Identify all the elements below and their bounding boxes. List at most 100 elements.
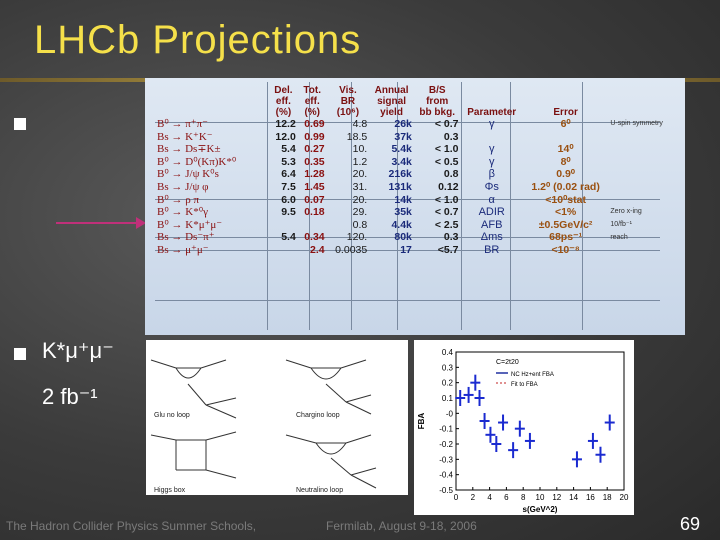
cell-vis: 18.5 bbox=[346, 130, 368, 143]
cell-bs: < 2.5 bbox=[434, 218, 459, 231]
table-header: Del. eff. (%) bbox=[274, 85, 293, 118]
cell-bs: < 1.0 bbox=[434, 143, 459, 156]
cell-err: 1.2⁰ (0.02 rad) bbox=[531, 180, 600, 193]
cell-par: β bbox=[488, 168, 495, 181]
cell-bs: < 0.7 bbox=[434, 206, 459, 219]
cell-vis: 29. bbox=[352, 206, 368, 219]
table-header: B/S from bb bkg. bbox=[419, 85, 455, 118]
y-tick-label: -0.4 bbox=[439, 471, 453, 480]
cell-proc: B⁰ → K*⁰γ bbox=[157, 206, 208, 219]
table-row: Bs → K⁺K⁻ 12.0 0.99 18.5 37k 0.3 bbox=[155, 131, 675, 144]
cell-del: 5.4 bbox=[281, 143, 296, 156]
cell-par: ADIR bbox=[478, 206, 505, 219]
cell-par: AFB bbox=[481, 218, 503, 231]
y-tick-label: 0.3 bbox=[442, 363, 454, 372]
legend-entry: NC Hz+ent FBA bbox=[511, 372, 554, 378]
table-row: Bs → Ds⁻π⁺ 5.4 0.34 120. 80k 0.3 Δms 68ps⁻¹ reac… bbox=[155, 231, 675, 244]
x-tick-label: 12 bbox=[552, 493, 561, 502]
cell-bs: < 1.0 bbox=[434, 193, 459, 206]
table-row: Bs → J/ψ φ 7.5 1.45 31. 131k 0.12 Φs 1.2⁰ (0.02… bbox=[155, 181, 675, 194]
x-tick-label: 6 bbox=[504, 493, 509, 502]
cell-bs: 0.3 bbox=[443, 231, 459, 244]
x-tick-label: 18 bbox=[603, 493, 612, 502]
cell-err: 14⁰ bbox=[557, 143, 574, 156]
x-axis-label: s(GeV^2) bbox=[523, 505, 558, 514]
projection-table: Del. eff. (%) Tot. eff. (%) Vis. BR (10⁶) A… bbox=[145, 78, 685, 335]
cell-ann: 5.4k bbox=[391, 143, 412, 156]
cell-del: 6.0 bbox=[281, 193, 296, 206]
cell-note bbox=[608, 244, 675, 257]
cell-proc: B⁰ → D⁰(Kπ)K*⁰ bbox=[157, 155, 237, 168]
table-row: B⁰ → D⁰(Kπ)K*⁰ 5.3 0.35 1.2 3.4k < 0.5 γ 8⁰ bbox=[155, 156, 675, 169]
bullet-icon bbox=[14, 118, 26, 130]
feynman-diagrams: Glu no loop Chargino loop Higgs box Neut… bbox=[146, 340, 408, 495]
y-tick-label: -0 bbox=[446, 409, 454, 418]
y-tick-label: -0.3 bbox=[439, 455, 453, 464]
cell-vis: 10. bbox=[352, 143, 368, 156]
cell-ann: 35k bbox=[394, 206, 412, 219]
cell-vis: 1.2 bbox=[352, 155, 368, 168]
cell-del bbox=[269, 244, 298, 257]
x-tick-label: 16 bbox=[586, 493, 595, 502]
cell-err: <10⁻⁸ bbox=[551, 243, 580, 256]
x-tick-label: 20 bbox=[620, 493, 629, 502]
cell-note: 10/fb⁻¹ bbox=[610, 221, 632, 229]
cell-note bbox=[608, 194, 675, 207]
cell-proc: B⁰ → J/ψ K⁰s bbox=[157, 168, 219, 181]
slide-title: LHCb Projections bbox=[34, 18, 362, 62]
cell-note bbox=[608, 181, 675, 194]
cell-err: 68ps⁻¹ bbox=[549, 231, 583, 244]
cell-del: 5.4 bbox=[281, 231, 296, 244]
footer-location: Fermilab, August 9-18, 2006 bbox=[326, 519, 477, 533]
cell-err: ±0.5GeV/c² bbox=[538, 218, 593, 231]
cell-ann: 131k bbox=[388, 180, 412, 193]
cell-bs: < 0.5 bbox=[434, 155, 459, 168]
cell-bs: < 0.7 bbox=[434, 118, 459, 130]
cell-note bbox=[608, 168, 675, 181]
cell-tot: 0.07 bbox=[304, 193, 325, 206]
table-row: Bs → μ⁺μ⁻ 2.4 0.0035 17 <5.7 BR <10⁻⁸ bbox=[155, 244, 675, 257]
cell-tot: 1.28 bbox=[304, 168, 325, 181]
cell-vis: 31. bbox=[352, 180, 368, 193]
cell-vis: 20. bbox=[352, 193, 368, 206]
cell-proc: Bs → μ⁺μ⁻ bbox=[157, 243, 209, 256]
cell-del: 12.2 bbox=[275, 118, 296, 130]
cell-bs: 0.3 bbox=[443, 130, 459, 143]
y-axis-label: FBA bbox=[417, 413, 426, 430]
cell-par: γ bbox=[488, 118, 495, 130]
cell-note bbox=[608, 156, 675, 169]
data-table: Del. eff. (%) Tot. eff. (%) Vis. BR (10⁶) A… bbox=[155, 82, 675, 257]
cell-vis: 20. bbox=[352, 168, 368, 181]
diagram-label: Chargino loop bbox=[296, 412, 340, 419]
cell-ann: 14k bbox=[394, 193, 412, 206]
cell-del: 5.3 bbox=[281, 155, 296, 168]
cell-del: 9.5 bbox=[281, 206, 296, 219]
bullet-text-kstar: K*μ⁺μ⁻ bbox=[42, 338, 114, 363]
cell-proc: Bs → Ds⁻π⁺ bbox=[157, 231, 215, 244]
y-tick-label: -0.5 bbox=[439, 486, 453, 495]
cell-ann: 37k bbox=[394, 130, 412, 143]
cell-tot: 0.99 bbox=[304, 130, 325, 143]
x-tick-label: 0 bbox=[454, 493, 459, 502]
cell-del bbox=[269, 219, 298, 232]
page-number: 69 bbox=[680, 514, 701, 534]
cell-par: γ bbox=[488, 155, 495, 168]
diagram-label: Higgs box bbox=[154, 487, 186, 494]
cell-note bbox=[608, 131, 675, 144]
cell-par: γ bbox=[488, 143, 495, 156]
cell-proc: Bs → Ds∓K± bbox=[157, 143, 221, 156]
fba-plot: 0 2 4 6 8 10 12 14 16 18 20 0.4 0.3 0.2 0.1 -0 -0.1 -0.2 -… bbox=[414, 340, 634, 515]
table-header: Tot. eff. (%) bbox=[303, 85, 322, 118]
table-header: Annual signal yield bbox=[374, 85, 409, 118]
cell-bs: 0.8 bbox=[443, 168, 459, 181]
cell-ann: 4.4k bbox=[391, 218, 412, 231]
cell-par bbox=[461, 131, 523, 144]
cell-del: 12.0 bbox=[275, 130, 296, 143]
legend-entry: Fit to FBA bbox=[511, 382, 538, 388]
cell-tot: 0.27 bbox=[304, 143, 325, 156]
y-tick-label: 0.1 bbox=[442, 394, 454, 403]
y-tick-label: -0.1 bbox=[439, 425, 453, 434]
cell-err: <1% bbox=[554, 206, 577, 219]
table-header bbox=[155, 82, 269, 118]
table-row: B⁰ → K*⁰γ 9.5 0.18 29. 35k < 0.7 ADIR <1% Zero x… bbox=[155, 206, 675, 219]
